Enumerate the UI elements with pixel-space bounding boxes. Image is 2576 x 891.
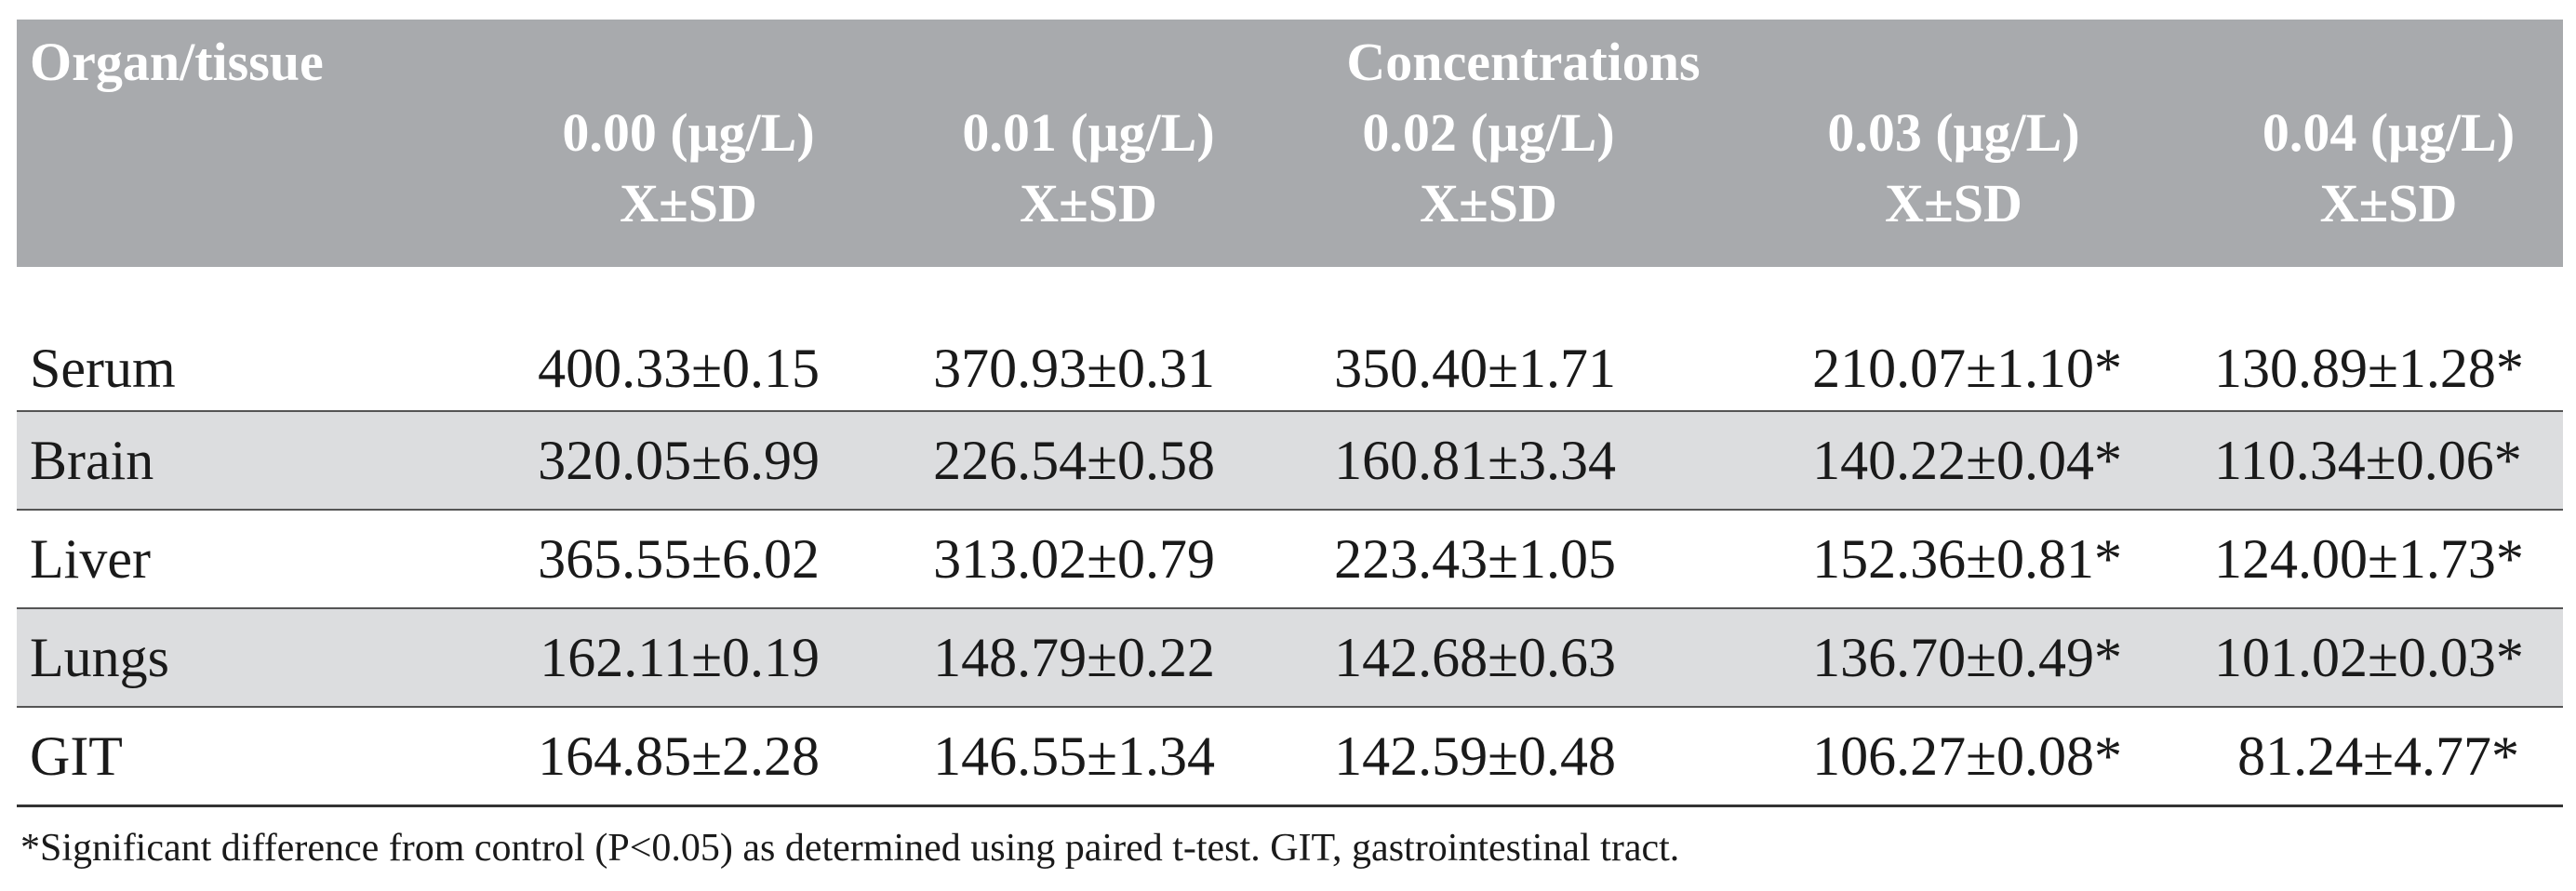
stat-label: X±SD xyxy=(1420,173,1557,233)
value-cell: 148.79±0.22 xyxy=(893,608,1284,708)
table-header: Organ/tissue Concentrations 0.00 (μg/L) X… xyxy=(17,20,2564,267)
value-cell: 140.22±0.04* xyxy=(1693,411,2214,511)
value-cell: 162.11±0.19 xyxy=(484,608,893,708)
value-cell: 136.70±0.49* xyxy=(1693,608,2214,708)
stat-label: X±SD xyxy=(1885,173,2022,233)
value-cell: 130.89±1.28* xyxy=(2214,267,2564,412)
organ-cell: Lungs xyxy=(17,608,484,708)
value-cell: 350.40±1.71 xyxy=(1284,267,1693,412)
stat-label: X±SD xyxy=(1020,173,1157,233)
value-cell: 365.55±6.02 xyxy=(484,510,893,609)
value-cell: 164.85±2.28 xyxy=(484,707,893,807)
value-cell: 210.07±1.10* xyxy=(1693,267,2214,412)
value-cell: 81.24±4.77* xyxy=(2214,707,2564,807)
value-cell: 124.00±1.73* xyxy=(2214,510,2564,609)
table-body: Serum 400.33±0.15 370.93±0.31 350.40±1.71 21… xyxy=(17,267,2564,807)
value-cell: 320.05±6.99 xyxy=(484,411,893,511)
value-cell: 160.81±3.34 xyxy=(1284,411,1693,511)
value-cell: 223.43±1.05 xyxy=(1284,510,1693,609)
value-cell: 106.27±0.08* xyxy=(1693,707,2214,807)
column-header: 0.04 (μg/L) X±SD xyxy=(2214,98,2563,267)
header-row: Organ/tissue Concentrations xyxy=(17,20,2564,98)
table-row: Liver 365.55±6.02 313.02±0.79 223.43±1.05 15… xyxy=(17,510,2564,609)
value-cell: 110.34±0.06* xyxy=(2214,411,2564,511)
value-cell: 146.55±1.34 xyxy=(893,707,1284,807)
table-row: Lungs 162.11±0.19 148.79±0.22 142.68±0.63 13… xyxy=(17,608,2564,708)
value-cell: 101.02±0.03* xyxy=(2214,608,2564,708)
column-header: 0.03 (μg/L) X±SD xyxy=(1693,98,2214,267)
stat-label: X±SD xyxy=(2319,173,2458,233)
organ-cell: Serum xyxy=(17,267,484,412)
column-header: 0.01 (μg/L) X±SD xyxy=(893,98,1284,267)
value-cell: 142.68±0.63 xyxy=(1284,608,1693,708)
concentration-label: 0.01 (μg/L) xyxy=(962,102,1215,163)
organ-cell: GIT xyxy=(17,707,484,807)
data-table: Organ/tissue Concentrations 0.00 (μg/L) X… xyxy=(17,20,2564,807)
value-cell: 152.36±0.81* xyxy=(1693,510,2214,609)
table-row: Brain 320.05±6.99 226.54±0.58 160.81±3.34 14… xyxy=(17,411,2564,511)
stat-label: X±SD xyxy=(620,173,757,233)
group-header: Concentrations xyxy=(1346,32,1701,92)
table-row: GIT 164.85±2.28 146.55±1.34 142.59±0.48 106.… xyxy=(17,707,2564,807)
concentration-label: 0.03 (μg/L) xyxy=(1827,102,2080,163)
value-cell: 370.93±0.31 xyxy=(893,267,1284,412)
value-cell: 142.59±0.48 xyxy=(1284,707,1693,807)
organ-cell: Liver xyxy=(17,510,484,609)
column-header: 0.02 (μg/L) X±SD xyxy=(1284,98,1693,267)
value-cell: 313.02±0.79 xyxy=(893,510,1284,609)
concentration-label: 0.04 (μg/L) xyxy=(2262,102,2516,163)
footnote: *Significant difference from control (P<… xyxy=(20,827,1680,870)
table-row: Serum 400.33±0.15 370.93±0.31 350.40±1.71 21… xyxy=(17,267,2564,412)
value-cell: 226.54±0.58 xyxy=(893,411,1284,511)
concentration-label: 0.00 (μg/L) xyxy=(562,102,815,163)
concentration-label: 0.02 (μg/L) xyxy=(1362,102,1615,163)
organ-header: Organ/tissue xyxy=(30,32,324,92)
column-header: 0.00 (μg/L) X±SD xyxy=(484,98,893,267)
organ-cell: Brain xyxy=(17,411,484,511)
value-cell: 400.33±0.15 xyxy=(484,267,893,412)
